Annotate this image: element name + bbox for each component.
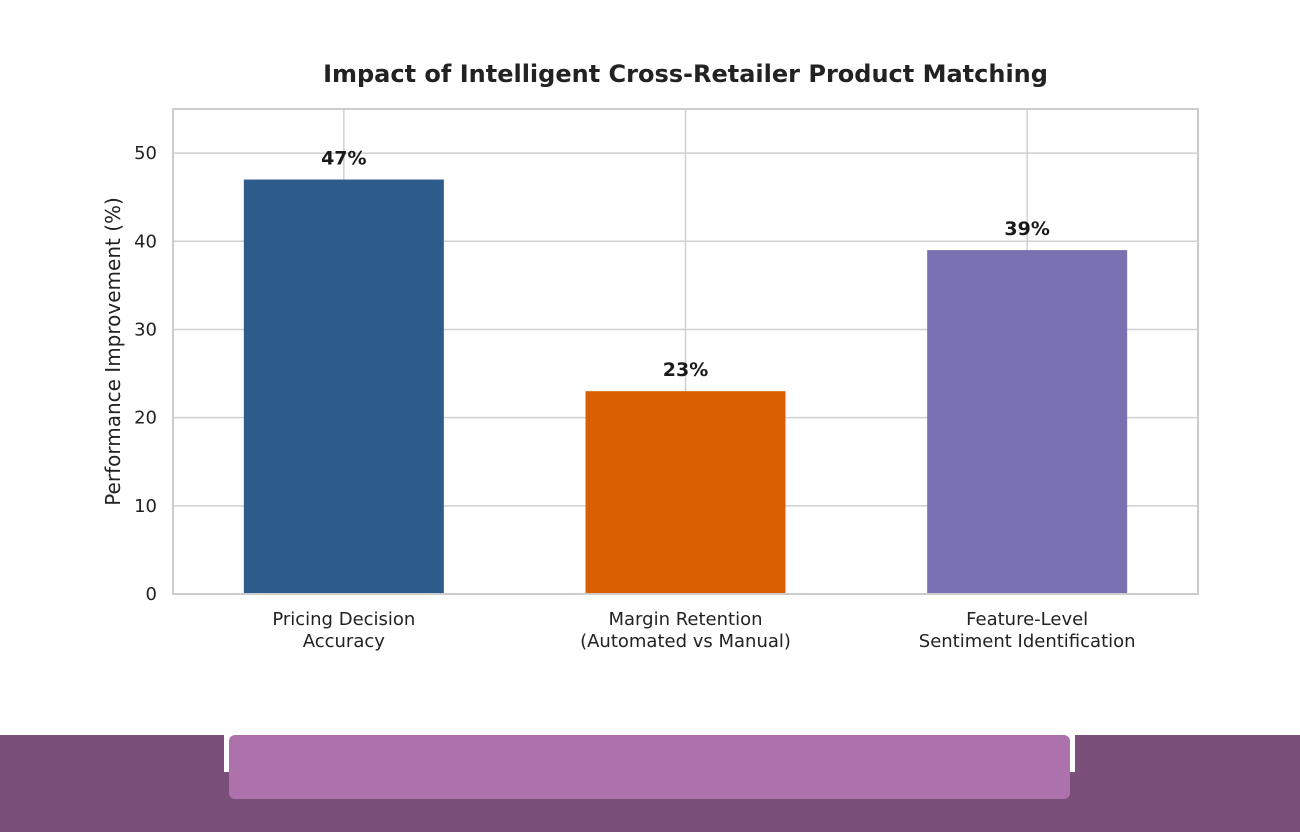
y-axis-label: Performance Improvement (%) (101, 197, 125, 506)
bar-data-label: 47% (321, 148, 366, 170)
chart-title: Impact of Intelligent Cross-Retailer Pro… (323, 60, 1048, 88)
footer-highlight-pill (229, 735, 1070, 799)
footer-right-tab (1075, 735, 1300, 771)
bar-data-label: 23% (663, 359, 708, 381)
y-tick-label: 0 (146, 584, 157, 605)
bar (243, 179, 444, 594)
x-tick-label: Sentiment Identification (919, 631, 1136, 652)
footer-left-tab (0, 735, 224, 771)
x-tick-label: Pricing Decision (272, 609, 415, 630)
x-tick-label: Feature-Level (966, 609, 1088, 630)
plot-frame (172, 108, 1199, 595)
x-tick-label: Margin Retention (609, 609, 763, 630)
bar (927, 250, 1128, 594)
y-tick-label: 10 (134, 496, 157, 517)
x-tick-label: Accuracy (303, 631, 386, 652)
bar-data-label: 39% (1004, 218, 1049, 240)
y-tick-label: 40 (134, 231, 157, 252)
y-tick-label: 20 (134, 408, 157, 429)
y-tick-label: 50 (134, 143, 157, 164)
y-tick-label: 30 (134, 319, 157, 340)
bar (585, 391, 786, 594)
x-tick-label: (Automated vs Manual) (580, 631, 791, 652)
